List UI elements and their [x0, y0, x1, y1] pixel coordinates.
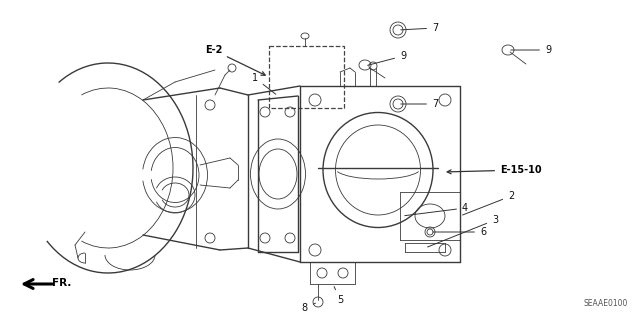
- Text: FR.: FR.: [52, 278, 72, 288]
- Text: 1: 1: [252, 73, 276, 94]
- Text: 7: 7: [401, 23, 438, 33]
- Bar: [269, 46, 344, 108]
- Text: 9: 9: [368, 51, 406, 65]
- Text: 3: 3: [428, 215, 498, 247]
- Text: 2: 2: [463, 191, 515, 215]
- Text: E-2: E-2: [205, 45, 265, 75]
- Text: 6: 6: [433, 227, 486, 237]
- Text: 9: 9: [511, 45, 551, 55]
- Text: 4: 4: [404, 203, 468, 216]
- Text: E-15-10: E-15-10: [447, 165, 541, 175]
- Text: 8: 8: [302, 303, 316, 313]
- Text: 7: 7: [401, 99, 438, 109]
- Text: 5: 5: [334, 286, 343, 305]
- Text: SEAAE0100: SEAAE0100: [584, 299, 628, 308]
